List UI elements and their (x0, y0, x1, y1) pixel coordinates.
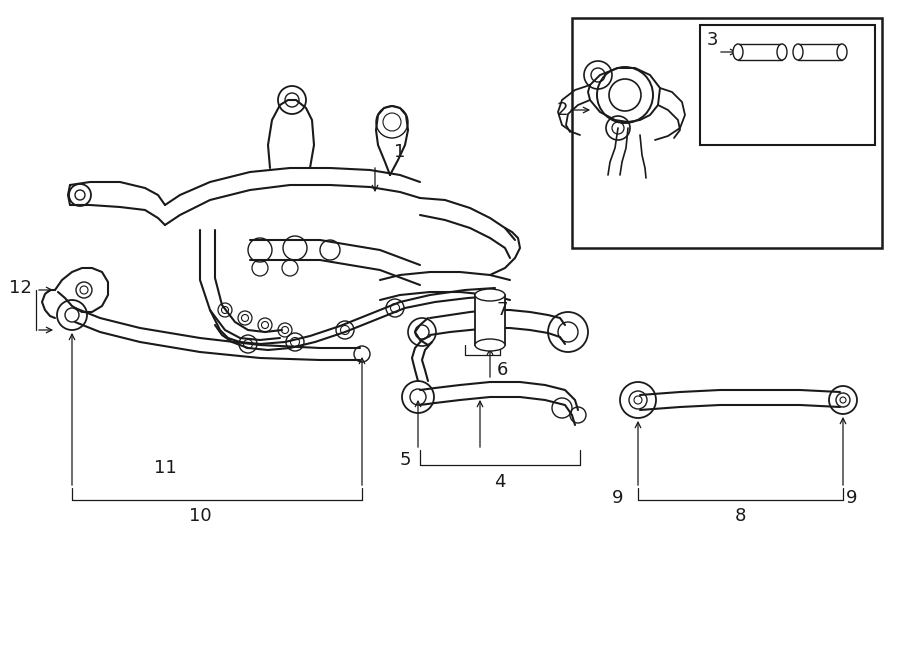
Text: 10: 10 (189, 507, 212, 525)
Text: 9: 9 (846, 489, 858, 507)
Ellipse shape (777, 44, 787, 60)
Text: 8: 8 (734, 507, 746, 525)
Text: 11: 11 (154, 459, 176, 477)
Ellipse shape (793, 44, 803, 60)
Text: 7: 7 (496, 301, 508, 319)
Bar (700, 25, 875, 145)
Bar (798, 44, 842, 60)
Text: 12: 12 (9, 279, 32, 297)
Bar (738, 44, 782, 60)
Ellipse shape (475, 339, 505, 351)
Text: 6: 6 (496, 361, 508, 379)
Bar (475, 295, 505, 345)
Ellipse shape (475, 289, 505, 301)
Ellipse shape (733, 44, 743, 60)
Text: 1: 1 (394, 143, 406, 161)
Text: 9: 9 (612, 489, 624, 507)
Text: 3: 3 (706, 31, 718, 49)
Text: 4: 4 (494, 473, 506, 491)
Text: 2: 2 (556, 101, 568, 119)
Text: 5: 5 (400, 451, 410, 469)
Bar (572, 18, 882, 248)
Ellipse shape (837, 44, 847, 60)
